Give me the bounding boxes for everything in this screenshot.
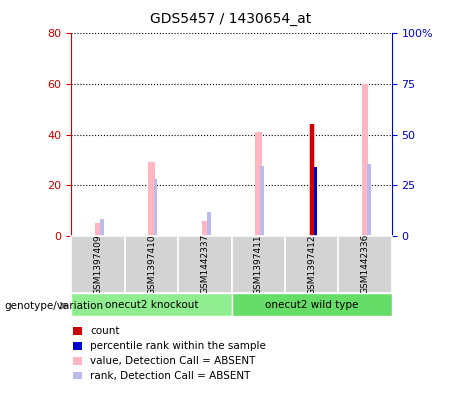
Text: value, Detection Call = ABSENT: value, Detection Call = ABSENT (90, 356, 255, 366)
Bar (285, 236, 338, 293)
Bar (231, 293, 392, 316)
Text: onecut2 wild type: onecut2 wild type (265, 299, 359, 310)
Bar (71, 236, 125, 293)
Bar (73, 357, 82, 365)
Bar (73, 342, 82, 350)
Text: GSM1397412: GSM1397412 (307, 234, 316, 294)
Bar (231, 236, 285, 293)
Bar (308, 125, 315, 236)
Text: GSM1397409: GSM1397409 (94, 234, 103, 295)
Bar (314, 167, 318, 236)
Text: percentile rank within the sample: percentile rank within the sample (90, 341, 266, 351)
Text: count: count (90, 326, 119, 336)
Bar (202, 220, 208, 236)
Text: GSM1442337: GSM1442337 (201, 234, 209, 294)
Bar (95, 223, 101, 236)
Text: GSM1442336: GSM1442336 (361, 234, 370, 294)
Bar (362, 84, 368, 236)
Bar (73, 372, 82, 380)
Bar (310, 125, 313, 236)
Bar (207, 212, 211, 236)
Bar (73, 327, 82, 335)
Bar (71, 293, 231, 316)
Bar (338, 236, 392, 293)
Bar (255, 132, 261, 236)
Text: GDS5457 / 1430654_at: GDS5457 / 1430654_at (150, 12, 311, 26)
Text: onecut2 knockout: onecut2 knockout (105, 299, 198, 310)
Bar (148, 162, 155, 236)
Bar (314, 167, 318, 236)
Bar (100, 219, 104, 236)
Bar (367, 164, 371, 236)
Bar (125, 236, 178, 293)
Text: genotype/variation: genotype/variation (5, 301, 104, 311)
Text: GSM1397411: GSM1397411 (254, 234, 263, 295)
Text: rank, Detection Call = ABSENT: rank, Detection Call = ABSENT (90, 371, 250, 381)
Bar (260, 166, 264, 236)
Bar (178, 236, 231, 293)
Text: GSM1397410: GSM1397410 (147, 234, 156, 295)
Bar (154, 179, 157, 236)
